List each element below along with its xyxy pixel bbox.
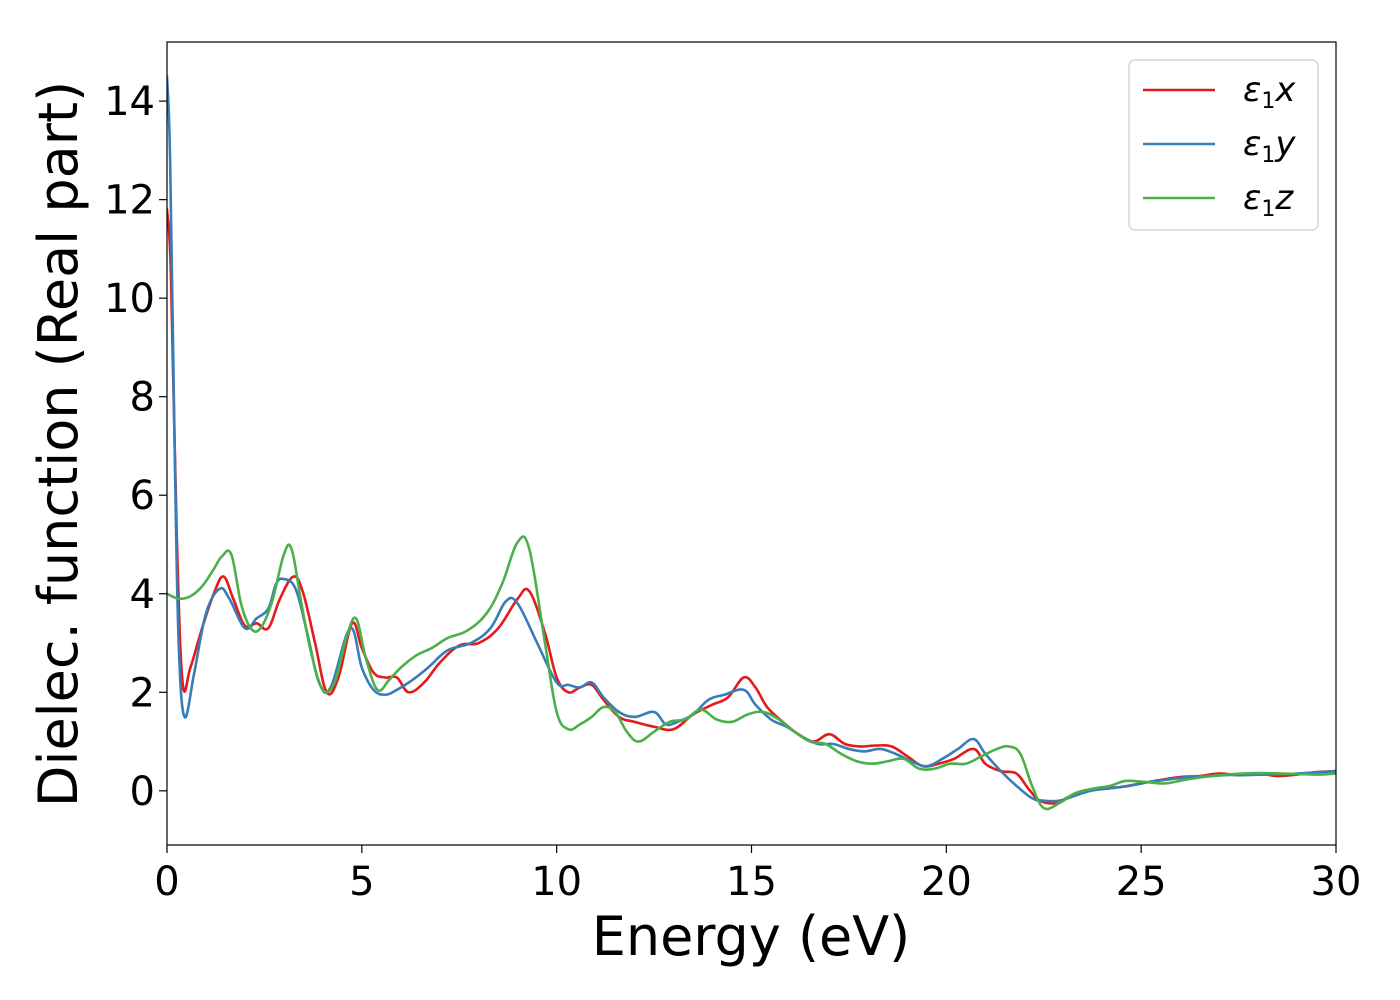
series-layer: [167, 75, 1336, 811]
y-tick-label: 0: [130, 769, 155, 815]
legend-label-y: ε1y: [1243, 124, 1296, 168]
series-line-z: [167, 535, 1336, 811]
y-axis: 0 2 4 6 8 10 12 14: [104, 79, 167, 815]
legend-label-x: ε1x: [1243, 70, 1296, 114]
y-tick-label: 14: [104, 79, 155, 125]
x-tick-label: 5: [349, 859, 374, 905]
x-tick-label: 30: [1311, 859, 1362, 905]
y-tick-label: 2: [130, 670, 155, 716]
x-tick-label: 0: [154, 859, 179, 905]
x-tick-label: 10: [531, 859, 582, 905]
y-tick-label: 12: [104, 178, 155, 224]
legend-box: [1128, 59, 1319, 231]
y-tick-label: 10: [104, 276, 155, 322]
legend-label-z: ε1z: [1243, 178, 1294, 222]
x-axis-title: Energy (eV): [592, 905, 911, 968]
y-tick-label: 4: [130, 572, 155, 618]
x-axis: 0 5 10 15 20 25 30: [154, 845, 1361, 905]
legend: ε1x ε1y ε1z: [1128, 59, 1319, 231]
x-tick-label: 25: [1116, 859, 1167, 905]
x-tick-label: 20: [921, 859, 972, 905]
x-tick-label: 15: [726, 859, 777, 905]
y-tick-label: 8: [130, 375, 155, 421]
y-axis-title: Dielec. function (Real part): [27, 81, 90, 807]
y-tick-label: 6: [130, 473, 155, 519]
